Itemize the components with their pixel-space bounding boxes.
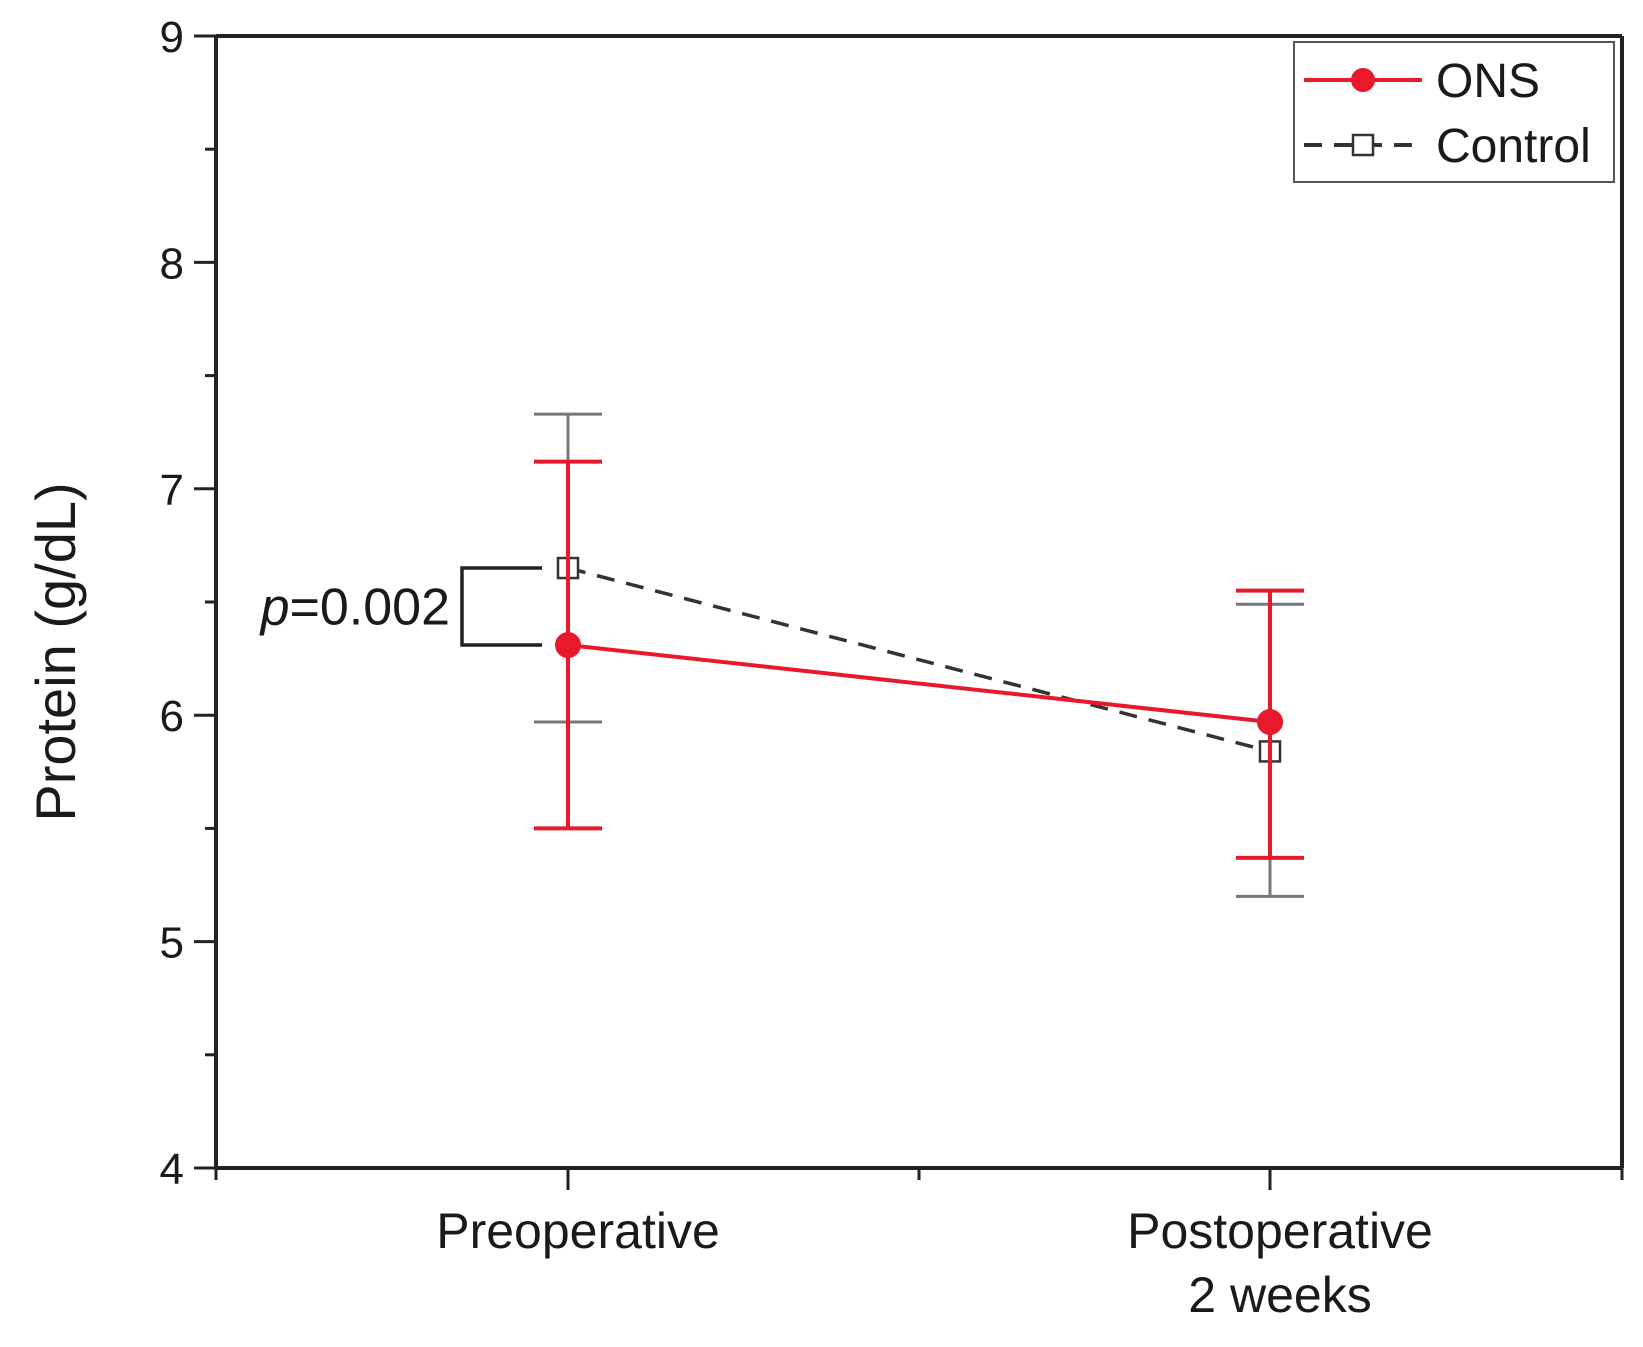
p-value-bracket	[460, 566, 542, 647]
legend-marker-control	[1351, 133, 1375, 157]
data-point-ons	[1257, 708, 1283, 735]
x-tick-label: Preoperative	[436, 1203, 720, 1259]
x-axis-ticks: Preoperative Postoperative 2 weeks	[214, 1168, 1624, 1323]
legend-label-ons: ONS	[1436, 55, 1540, 108]
p-value-text: p=0.002	[259, 579, 450, 637]
y-axis-label: Protein (g/dL)	[24, 482, 87, 821]
x-tick-label-line: Preoperative	[436, 1203, 720, 1259]
y-tick-label: 9	[160, 13, 184, 62]
y-tick-label: 4	[160, 1145, 184, 1194]
p-symbol: p	[259, 579, 290, 637]
series-line-control	[567, 566, 1271, 754]
legend-label-control: Control	[1436, 120, 1591, 173]
y-tick-label: 5	[160, 919, 184, 968]
y-tick-label: 8	[160, 239, 184, 288]
legend-marker-ons	[1351, 68, 1375, 92]
y-tick-label: 7	[160, 466, 184, 515]
legend: ONS Control	[1293, 41, 1615, 183]
x-tick-label: Postoperative 2 weeks	[1127, 1203, 1433, 1323]
y-axis-ticks: 4 5 6 7 8 9	[160, 13, 216, 1194]
p-value-annotation: p=0.002	[259, 566, 542, 647]
p-value-number: =0.002	[290, 579, 451, 637]
x-tick-label-line: 2 weeks	[1188, 1267, 1371, 1323]
series-ons	[534, 459, 1304, 860]
x-tick-label-line: Postoperative	[1127, 1203, 1433, 1259]
series-line-ons	[567, 643, 1271, 724]
legend-box	[1293, 41, 1615, 183]
series-group	[534, 412, 1304, 898]
data-point-ons	[555, 632, 581, 659]
y-tick-label: 6	[160, 692, 184, 741]
